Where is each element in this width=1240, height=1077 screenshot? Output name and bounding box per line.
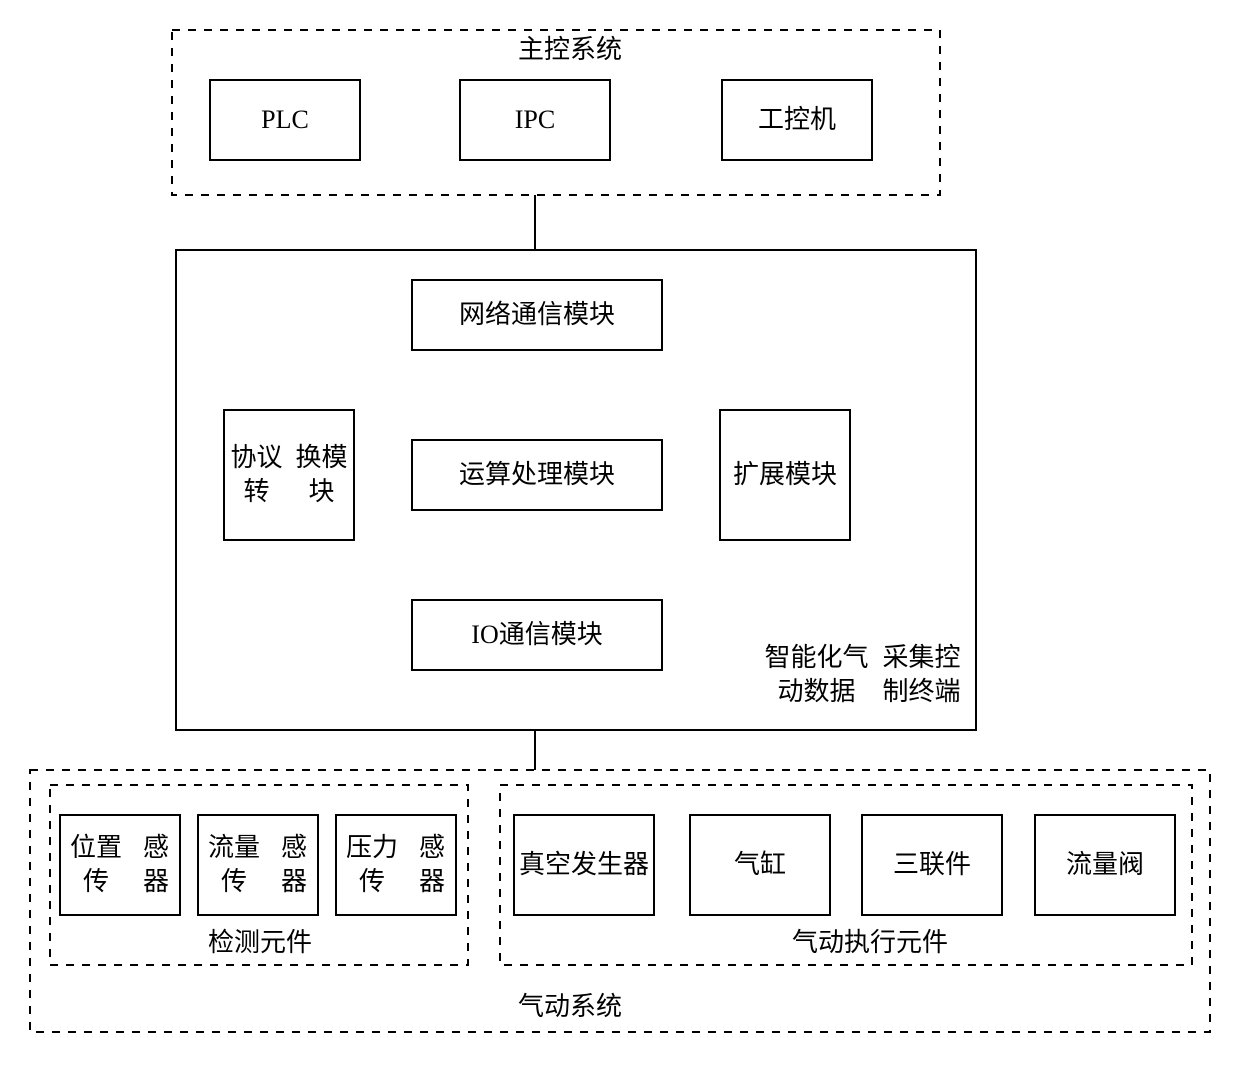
- label-ext: 扩展模块: [720, 410, 850, 540]
- label-triple: 三联件: [862, 815, 1002, 915]
- label-ipc: IPC: [460, 80, 610, 160]
- label-compute: 运算处理模块: [412, 440, 662, 510]
- diagram-canvas: [0, 0, 1240, 1077]
- label-plc: PLC: [210, 80, 360, 160]
- label-actuator: 气动执行元件: [770, 928, 970, 958]
- label-io_comm: IO通信模块: [412, 600, 662, 670]
- label-flow_sensor: 流量传感器: [198, 815, 318, 915]
- label-cylinder: 气缸: [690, 815, 830, 915]
- label-vacuum: 真空发生器: [514, 815, 654, 915]
- label-flow_valve: 流量阀: [1035, 815, 1175, 915]
- label-protocol: 协议转换模块: [224, 410, 354, 540]
- label-net_comm: 网络通信模块: [412, 280, 662, 350]
- label-detection: 检测元件: [180, 928, 340, 958]
- label-terminal: 智能化气动数据采集控制终端: [760, 640, 970, 710]
- label-pneumatic_sys: 气动系统: [470, 992, 670, 1022]
- label-press_sensor: 压力传感器: [336, 815, 456, 915]
- label-pos_sensor: 位置传感器: [60, 815, 180, 915]
- label-main_control: 主控系统: [470, 35, 670, 65]
- label-gkj: 工控机: [722, 80, 872, 160]
